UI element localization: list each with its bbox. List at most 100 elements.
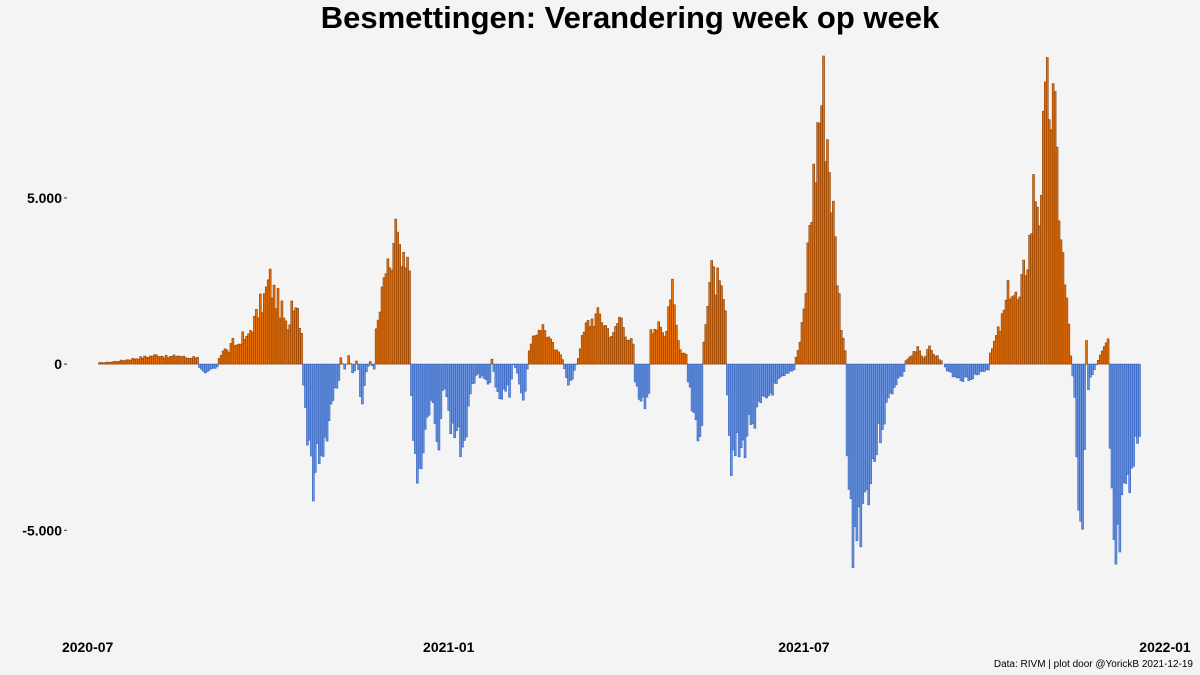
bar-increase bbox=[262, 293, 266, 365]
bar-decrease bbox=[902, 363, 906, 373]
bar-increase bbox=[992, 340, 996, 365]
bar-decrease bbox=[1083, 363, 1086, 450]
bar-increase bbox=[296, 308, 299, 365]
bar-increase bbox=[239, 343, 243, 365]
bar-increase bbox=[553, 349, 556, 365]
bar-increase bbox=[408, 270, 411, 365]
bar-decrease bbox=[429, 363, 433, 401]
bar-decrease bbox=[735, 363, 739, 433]
bar-decrease bbox=[761, 363, 764, 396]
bar-increase bbox=[1106, 338, 1110, 365]
bar-increase bbox=[1051, 83, 1055, 365]
bar-increase bbox=[396, 231, 399, 365]
x-tick-label: 2020-07 bbox=[62, 639, 114, 655]
bar-increase bbox=[537, 329, 541, 365]
bar-increase bbox=[368, 361, 372, 365]
bar-decrease bbox=[445, 363, 449, 398]
bar-decrease bbox=[363, 363, 366, 386]
x-tick-label: 2022-01 bbox=[1139, 639, 1191, 655]
bar-decrease bbox=[959, 363, 963, 381]
bar-decrease bbox=[728, 363, 731, 436]
bar-increase bbox=[1026, 269, 1029, 365]
bar-increase bbox=[661, 332, 664, 365]
bar-increase bbox=[147, 357, 150, 365]
bar-increase bbox=[653, 329, 657, 365]
bar-decrease bbox=[851, 363, 855, 568]
bar-decrease bbox=[786, 363, 790, 374]
bar-decrease bbox=[563, 363, 566, 370]
x-axis: 2020-07 2021-01 2021-07 2022-01 bbox=[62, 639, 1191, 655]
bar-increase bbox=[106, 361, 109, 365]
bar-decrease bbox=[686, 363, 690, 383]
bar-decrease bbox=[985, 363, 988, 370]
bar-decrease bbox=[198, 363, 201, 368]
bar-decrease bbox=[463, 363, 466, 441]
bar-increase bbox=[155, 354, 158, 365]
bar-increase bbox=[620, 317, 623, 365]
bar-decrease bbox=[412, 363, 415, 441]
bar-increase bbox=[828, 172, 831, 365]
bar-increase bbox=[288, 324, 292, 365]
bar-increase bbox=[1059, 239, 1063, 365]
bar-increase bbox=[794, 356, 798, 365]
bar-increase bbox=[188, 358, 191, 365]
bar-decrease bbox=[1126, 363, 1129, 475]
bar-decrease bbox=[488, 363, 492, 383]
bar-decrease bbox=[437, 363, 441, 451]
bar-increase bbox=[578, 348, 582, 365]
bar-increase bbox=[380, 286, 384, 365]
chart-title: Besmettingen: Verandering week op week bbox=[321, 0, 940, 35]
bar-decrease bbox=[343, 363, 347, 370]
bar-increase bbox=[820, 105, 823, 365]
bar-increase bbox=[388, 267, 392, 365]
bar-increase bbox=[280, 300, 284, 365]
bar-increase bbox=[679, 349, 682, 365]
bar-increase bbox=[131, 358, 135, 365]
bar-increase bbox=[404, 267, 407, 365]
x-tick-label: 2021-07 bbox=[778, 639, 830, 655]
x-tick-label: 2021-01 bbox=[423, 639, 475, 655]
bar-increase bbox=[1067, 323, 1071, 365]
bar-decrease bbox=[508, 363, 511, 398]
bar-increase bbox=[936, 355, 939, 365]
bar-increase bbox=[928, 345, 931, 365]
caption: Data: RIVM | plot door @YorickB 2021-12-… bbox=[994, 659, 1194, 670]
bar-increase bbox=[627, 340, 631, 365]
bar-increase bbox=[247, 333, 250, 365]
bar-decrease bbox=[969, 363, 972, 381]
bar-decrease bbox=[861, 363, 865, 504]
bar-decrease bbox=[496, 363, 500, 392]
bar-increase bbox=[529, 343, 533, 365]
bar-decrease bbox=[700, 363, 704, 426]
bar-decrease bbox=[504, 363, 507, 392]
bar-decrease bbox=[877, 363, 880, 424]
bar-increase bbox=[918, 350, 921, 365]
bar-decrease bbox=[637, 363, 641, 400]
bar-decrease bbox=[470, 363, 474, 385]
bar-increase bbox=[1085, 340, 1088, 365]
bar-decrease bbox=[366, 363, 370, 367]
bar-decrease bbox=[769, 363, 772, 394]
bar-increase bbox=[810, 222, 814, 365]
bar-decrease bbox=[943, 363, 947, 368]
bar-decrease bbox=[421, 363, 425, 454]
bar-decrease bbox=[486, 363, 490, 385]
bar-decrease bbox=[439, 363, 443, 419]
bar-increase bbox=[837, 293, 841, 365]
bar-increase bbox=[835, 285, 839, 365]
y-tick-label: 5.000 bbox=[27, 190, 62, 206]
bar-increase bbox=[712, 266, 715, 365]
bar-increase bbox=[339, 357, 343, 365]
bar-decrease bbox=[525, 363, 529, 370]
bar-decrease bbox=[1118, 363, 1122, 553]
y-tick-label: 0 bbox=[54, 356, 62, 372]
bar-increase bbox=[98, 362, 101, 365]
bar-decrease bbox=[372, 363, 376, 370]
bar-decrease bbox=[206, 363, 209, 372]
bar-increase bbox=[724, 310, 727, 365]
bar-increase bbox=[802, 308, 806, 365]
bar-increase bbox=[910, 355, 914, 365]
bar-increase bbox=[164, 355, 168, 365]
bar-decrease bbox=[321, 363, 325, 457]
